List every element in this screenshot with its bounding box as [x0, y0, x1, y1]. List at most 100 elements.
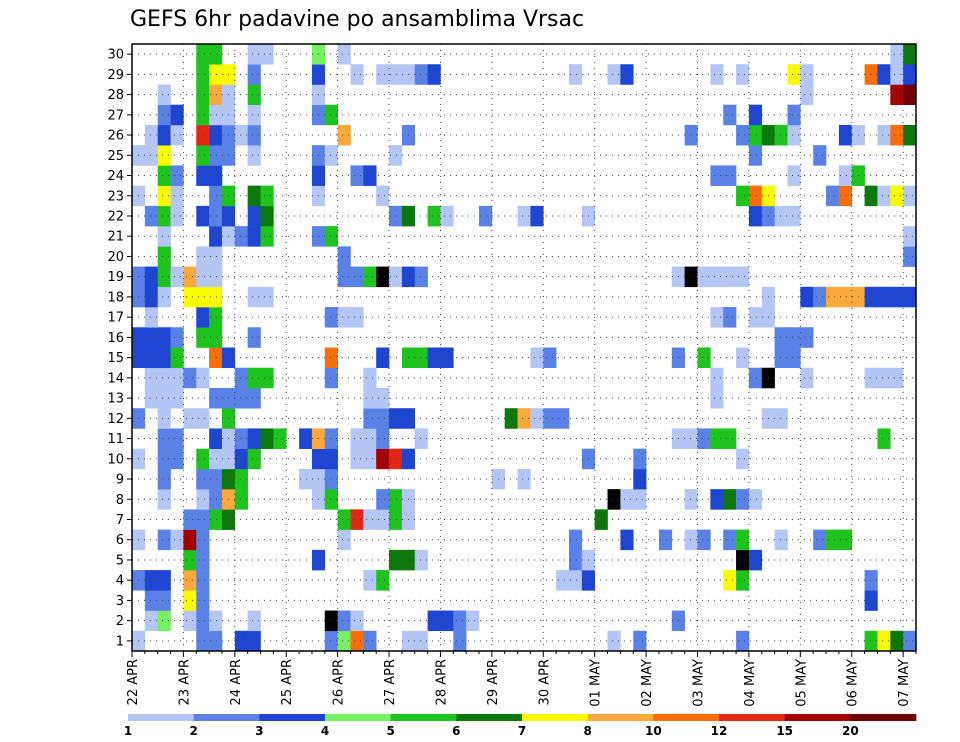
- heatmap-cell: [890, 286, 904, 308]
- heatmap-cell: [890, 84, 904, 105]
- legend-swatch: [325, 714, 391, 721]
- heatmap-cell: [633, 468, 647, 490]
- heatmap-cell: [209, 205, 223, 227]
- legend-swatch: [850, 714, 917, 721]
- heatmap-cell: [633, 448, 647, 470]
- heatmap-cell: [389, 448, 403, 470]
- heatmap-cell: [864, 64, 878, 85]
- heatmap-cell: [196, 509, 210, 530]
- heatmap-cell: [144, 610, 158, 632]
- heatmap-cell: [209, 610, 223, 632]
- heatmap-cell: [350, 610, 364, 632]
- heatmap-cell: [170, 367, 184, 389]
- heatmap-cell: [697, 266, 711, 288]
- heatmap-cell: [157, 185, 171, 207]
- heatmap-cell: [183, 529, 197, 551]
- heatmap-cell: [157, 570, 171, 591]
- heatmap-cell: [157, 246, 171, 267]
- heatmap-cell: [710, 165, 724, 186]
- heatmap-cell: [196, 165, 210, 186]
- heatmap-cell: [376, 64, 390, 85]
- heatmap-cell: [157, 610, 171, 632]
- heatmap-cell: [234, 387, 248, 409]
- heatmap-cell: [324, 367, 338, 389]
- y-tick-label: 30: [107, 48, 124, 63]
- heatmap-cell: [530, 205, 544, 227]
- heatmap-cell: [414, 347, 428, 369]
- heatmap-cell: [363, 367, 377, 389]
- x-tick-label: 02 MAY: [640, 659, 655, 707]
- heatmap-cell: [890, 64, 904, 85]
- heatmap-cell: [620, 64, 634, 85]
- heatmap-cell: [389, 408, 403, 429]
- heatmap-cell: [144, 387, 158, 409]
- heatmap-cell: [144, 367, 158, 389]
- heatmap-cell: [697, 428, 711, 449]
- heatmap-cell: [234, 448, 248, 470]
- heatmap-cell: [337, 44, 351, 65]
- heatmap-cell: [144, 570, 158, 591]
- heatmap-cell: [196, 44, 210, 65]
- heatmap-cell: [748, 145, 763, 166]
- heatmap-cell: [209, 165, 223, 186]
- heatmap-cell: [299, 468, 313, 490]
- heatmap-cell: [376, 570, 390, 591]
- heatmap-cell: [260, 205, 274, 227]
- y-tick-label: 1: [116, 634, 124, 649]
- heatmap-cell: [389, 145, 403, 166]
- heatmap-cell: [504, 408, 518, 429]
- heatmap-cell: [800, 64, 814, 85]
- heatmap-cell: [170, 448, 184, 470]
- heatmap-cell: [787, 124, 801, 146]
- plot-frame: [131, 43, 917, 652]
- legend-swatch: [259, 714, 326, 721]
- heatmap-cell: [723, 428, 737, 449]
- heatmap-cell: [376, 428, 390, 449]
- x-tick-label: 06 MAY: [846, 659, 861, 707]
- y-tick-label: 21: [107, 230, 124, 245]
- heatmap-cell: [684, 266, 698, 288]
- heatmap-cell: [209, 84, 223, 105]
- heatmap-cell: [800, 84, 814, 105]
- y-tick-label: 20: [107, 250, 124, 265]
- heatmap-cell: [903, 124, 917, 146]
- heatmap-cell: [363, 266, 377, 288]
- heatmap-cell: [838, 185, 853, 207]
- y-tick-label: 19: [107, 270, 124, 285]
- y-tick-label: 7: [116, 513, 124, 528]
- x-tick-label: 24 APR: [229, 659, 244, 705]
- heatmap-cell: [607, 64, 621, 85]
- heatmap-cell: [260, 367, 274, 389]
- heatmap-cell: [183, 549, 197, 571]
- heatmap-cell: [389, 64, 403, 85]
- legend-swatch: [128, 714, 194, 721]
- heatmap-cell: [568, 570, 583, 591]
- heatmap-cell: [363, 165, 377, 186]
- heatmap-cell: [324, 630, 338, 652]
- heatmap-cell: [157, 165, 171, 186]
- heatmap-cell: [736, 448, 750, 470]
- heatmap-cell: [247, 205, 261, 227]
- heatmap-cell: [196, 570, 210, 591]
- y-tick-label: 3: [116, 594, 124, 609]
- heatmap-cell: [350, 64, 364, 85]
- heatmap-cell: [748, 307, 763, 328]
- legend-label: 7: [518, 724, 526, 738]
- heatmap-cell: [183, 570, 197, 591]
- heatmap-cell: [260, 44, 274, 65]
- heatmap-cell: [209, 468, 223, 490]
- heatmap-cell: [633, 630, 647, 652]
- heatmap-cell: [363, 448, 377, 470]
- x-tick-label: 26 APR: [332, 659, 347, 705]
- heatmap-cell: [453, 610, 467, 632]
- x-tick-label: 23 APR: [177, 659, 192, 705]
- heatmap-cell: [903, 246, 917, 267]
- heatmap-cell: [247, 104, 261, 126]
- y-tick-label: 5: [116, 553, 124, 568]
- heatmap-cell: [209, 509, 223, 530]
- heatmap-cell: [684, 489, 698, 510]
- y-tick-label: 24: [107, 169, 124, 184]
- heatmap-cell: [517, 468, 531, 490]
- heatmap-cell: [324, 428, 338, 449]
- heatmap-cell: [363, 387, 377, 409]
